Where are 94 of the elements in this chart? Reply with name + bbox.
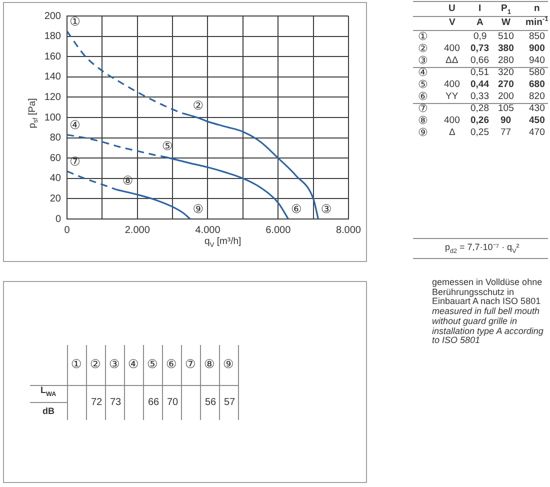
category-label: ② (90, 356, 101, 371)
text: 70 (167, 396, 178, 408)
category-label: ⑧ (204, 356, 215, 371)
text: 900 (529, 43, 545, 54)
category-label: ⑥ (418, 90, 428, 103)
text: Δ (449, 127, 456, 138)
text: min$^{-1}$ (526, 16, 548, 28)
text: 450 (529, 115, 545, 126)
y-tick-label: 60 (50, 152, 62, 164)
text: 580 (529, 67, 545, 78)
text: 73 (110, 396, 122, 408)
category-label: n (534, 3, 540, 14)
text: 820 (529, 91, 545, 102)
category-label: ⑦ (185, 356, 196, 371)
annotation: ① (70, 14, 80, 28)
category-label: ⑨ (223, 356, 234, 371)
text: measured in full bell mouth without guard grille in installation type A according to ISO 5801 (432, 306, 544, 346)
category-label: ③ (109, 356, 120, 371)
text: ΔΔ (446, 55, 458, 66)
text: 56 (205, 396, 216, 408)
text: 0,51 (470, 67, 489, 78)
y-tick-label: 180 (44, 31, 62, 42)
text: W (502, 17, 510, 28)
text: 270 (498, 79, 514, 90)
annotation: ③ (320, 202, 332, 216)
x-tick-label: 0 (64, 224, 70, 236)
x-tick-label: 6.000 (266, 224, 292, 236)
category-label: ③ (418, 54, 428, 67)
text: 850 (529, 31, 545, 42)
text: 0,44 (470, 79, 489, 90)
text: 0,26 (470, 115, 489, 126)
text: 57 (224, 396, 236, 408)
text: 400 (444, 115, 460, 126)
category-label: dB (42, 406, 54, 416)
category-label: I (478, 3, 482, 14)
category-label: ⑧ (418, 114, 428, 127)
text: 90 (500, 115, 512, 126)
y-tick-label: 140 (44, 72, 62, 83)
text: 0,33 (470, 91, 489, 102)
category-label: ⑤ (147, 356, 158, 371)
text: 200 (498, 91, 514, 102)
y-tick-label: 0 (55, 214, 62, 225)
x-tick-label: 2.000 (124, 224, 150, 236)
category-label: ⑤ (418, 78, 428, 91)
text: 510 (498, 31, 514, 42)
y-tick-label: 120 (44, 92, 62, 103)
text: 940 (529, 55, 545, 66)
category-label: ⑦ (418, 102, 428, 115)
y-tick-label: 160 (44, 51, 62, 62)
text: 105 (498, 103, 514, 114)
category-label: ⑥ (166, 356, 177, 371)
annotation: ⑥ (290, 202, 302, 216)
text: 380 (498, 43, 514, 54)
category-label: ② (418, 42, 428, 55)
text: 0,9 (474, 31, 487, 42)
text: V (449, 17, 456, 28)
y-tick-label: 100 (44, 112, 62, 124)
category-label: ④ (418, 66, 428, 79)
annotation: ⑨ (192, 202, 204, 216)
text: 66 (148, 396, 160, 408)
annotation: ⑦ (70, 154, 80, 168)
category-label: ① (418, 30, 428, 43)
y-tick-label: 200 (44, 10, 62, 22)
text: 470 (529, 127, 545, 138)
category-label: U (448, 3, 456, 14)
y-tick-label: 80 (50, 132, 62, 144)
x-tick-label: 4.000 (195, 224, 221, 236)
text: 0,28 (470, 103, 489, 114)
text: YY (446, 91, 458, 102)
category-label: P$_{1}$ (501, 3, 512, 16)
text: 400 (444, 43, 460, 54)
text: 430 (529, 103, 545, 114)
text: 400 (444, 79, 460, 90)
category-label: ⑨ (418, 126, 428, 139)
category-label: ① (71, 356, 82, 371)
y-tick-label: 40 (50, 173, 62, 184)
annotation: ⑤ (162, 139, 173, 154)
text: A (476, 17, 484, 28)
text: 0,25 (470, 127, 489, 138)
text: 72 (91, 396, 102, 408)
category-label: ④ (128, 356, 139, 371)
x-tick-label: 8.000 (336, 224, 362, 236)
text: 0,66 (470, 55, 489, 66)
text: 320 (498, 67, 514, 78)
text: p$_{d2}$ = 7,7·10⁻⁷ · q$_{V}$² (445, 242, 520, 255)
text: 280 (498, 55, 514, 66)
y-tick-label: 20 (50, 193, 62, 204)
annotation: ② (192, 98, 204, 113)
category-label: L$_{WA}$ (40, 385, 56, 398)
annotation: ④ (70, 118, 80, 132)
x-axis-title: q$_{V}$ [m³/h] (204, 236, 242, 249)
text: 77 (500, 127, 512, 138)
text: 680 (529, 79, 545, 90)
text: 0,73 (470, 43, 489, 54)
